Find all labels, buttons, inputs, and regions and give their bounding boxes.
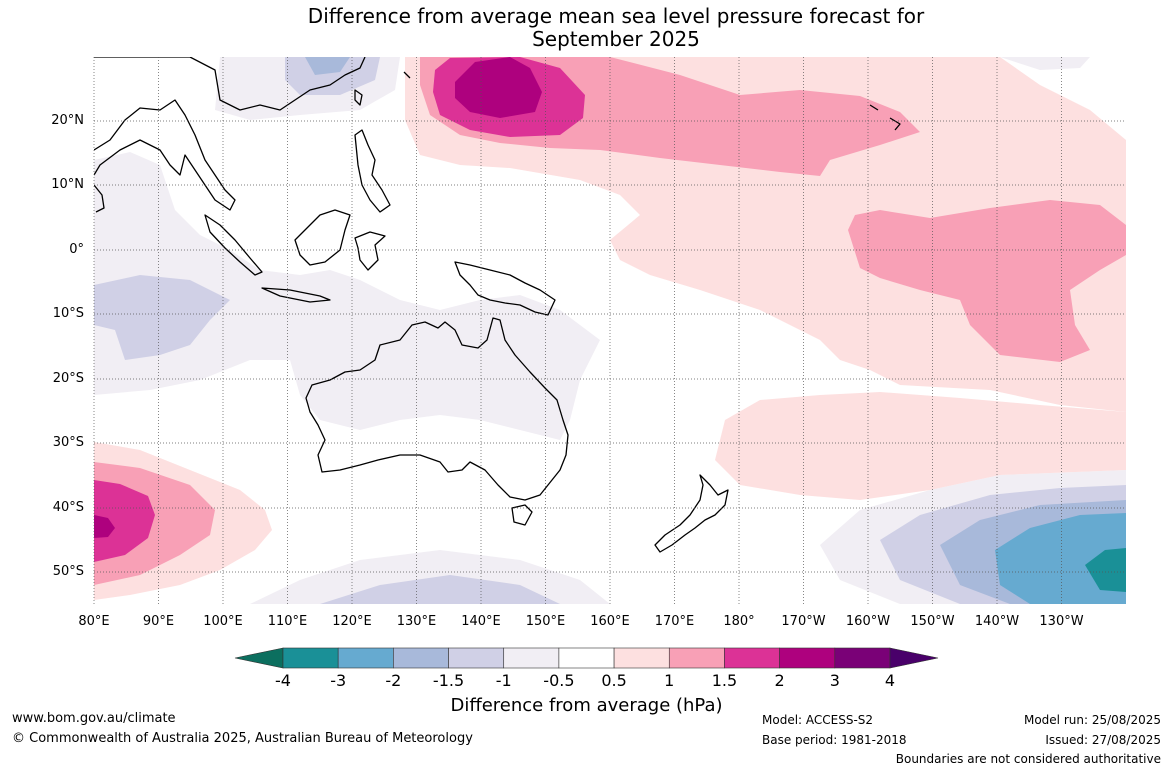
coastline-sumatra <box>204 214 263 276</box>
colorbar-segment <box>282 647 339 669</box>
longitude-label: 150°E <box>525 614 566 629</box>
colorbar-segment <box>779 647 836 669</box>
anomaly-plus2-southwest <box>94 515 115 538</box>
latitude-label: 10°S <box>52 306 84 321</box>
colorbar-tick-label: -1.5 <box>432 671 465 690</box>
anomaly-minus1-south <box>320 575 560 604</box>
footer-model-run: Model run: 25/08/2025 <box>1023 713 1161 727</box>
colorbar-segment <box>393 647 449 669</box>
longitude-label: 170°E <box>654 614 695 629</box>
colorbar-tick-label: -0.5 <box>543 671 575 690</box>
coastline-hawaii <box>869 104 901 131</box>
colorbar-tick-label: -2 <box>385 671 402 690</box>
footer-model: Model: ACCESS-S2 <box>762 713 874 727</box>
anomaly-minus0p5-topright <box>1000 57 1090 70</box>
coastline-japan-taiwan <box>354 71 411 106</box>
longitude-label: 90°E <box>142 614 175 629</box>
footer-url[interactable]: www.bom.gov.au/climate <box>12 711 176 726</box>
coastline-tasmania <box>511 504 533 526</box>
longitude-label: 160°W <box>845 614 891 629</box>
longitude-label: 130°W <box>1039 614 1084 629</box>
colorbar-tick-label: 1.5 <box>711 671 738 690</box>
footer-base-period: Base period: 1981-2018 <box>762 733 907 747</box>
map-title-line1: Difference from average mean sea level p… <box>307 4 925 28</box>
longitude-label: 180° <box>723 614 755 629</box>
longitude-label: 170°W <box>781 614 826 629</box>
longitude-label: 110°E <box>267 614 308 629</box>
colorbar-segment <box>834 647 891 669</box>
colorbar-segment <box>724 647 780 669</box>
longitude-label: 140°E <box>461 614 501 629</box>
longitude-label: 80°E <box>78 614 110 629</box>
coastline-sulawesi <box>354 231 386 271</box>
colorbar-segment <box>503 647 560 669</box>
latitude-label: 20°N <box>51 113 84 128</box>
longitude-label: 120°E <box>332 614 372 629</box>
footer-copyright: © Commonwealth of Australia 2025, Austra… <box>12 731 473 746</box>
coastline-sri-lanka <box>94 184 105 213</box>
anomaly-plus0p5-tasman <box>715 392 1126 500</box>
coastline-new-zealand <box>654 474 729 553</box>
latitude-label: 50°S <box>52 564 84 579</box>
anomaly-minus1p5-north <box>305 57 350 75</box>
colorbar <box>234 647 939 669</box>
colorbar-title: Difference from average (hPa) <box>450 695 723 716</box>
colorbar-tick-label: 3 <box>829 671 840 690</box>
latitude-label: 20°S <box>52 371 84 386</box>
coastline-java <box>261 287 331 303</box>
colorbar-segment <box>668 647 725 669</box>
coastline-borneo <box>294 209 351 266</box>
longitude-label: 160°E <box>590 614 630 629</box>
colorbar-tick-label: -3 <box>330 671 347 690</box>
colorbar-extend-low <box>234 647 284 669</box>
latitude-label: 10°N <box>51 177 84 192</box>
coastline-asia-mainland <box>94 57 366 211</box>
anomaly-minus2-southeast <box>995 513 1126 604</box>
latitude-label: 0° <box>69 242 84 257</box>
colorbar-segment <box>558 647 615 669</box>
coastline-new-guinea <box>454 261 556 316</box>
colorbar-tick-label: 0.5 <box>601 671 627 690</box>
colorbar-segment <box>613 647 670 669</box>
longitude-label: 130°E <box>396 614 437 629</box>
anomaly-minus3-southeast <box>1085 548 1126 592</box>
anomaly-plus2-north <box>455 57 542 118</box>
longitude-label: 150°W <box>910 614 955 629</box>
footer-issued: Issued: 27/08/2025 <box>1045 733 1161 747</box>
colorbar-extend-high <box>889 647 939 669</box>
colorbar-tick-label: 1 <box>664 671 675 690</box>
anomaly-plus1p5-southwest <box>94 480 155 562</box>
anomaly-minus1-indian <box>94 275 230 360</box>
colorbar-tick-label: -4 <box>275 671 291 690</box>
map-gridlines <box>93 57 1126 604</box>
latitude-label: 30°S <box>52 435 84 450</box>
map-title-line2: September 2025 <box>532 27 700 51</box>
colorbar-tick-label: 4 <box>884 671 896 690</box>
colorbar-tick-label: -1 <box>495 671 512 690</box>
anomaly-plus1-east <box>848 200 1126 362</box>
latitude-label: 40°S <box>52 500 84 515</box>
footer-disclaimer: Boundaries are not considered authoritat… <box>895 752 1161 766</box>
coastlines <box>94 57 901 553</box>
colorbar-segment <box>337 647 394 669</box>
colorbar-tick-label: 2 <box>774 671 785 690</box>
coastline-philippines <box>354 129 391 213</box>
anomaly-minus1-north <box>285 57 380 95</box>
colorbar-segment <box>448 647 505 669</box>
coastline-australia <box>305 317 569 501</box>
longitude-label: 140°W <box>974 614 1020 629</box>
anomaly-minus0p5-asia <box>94 152 600 440</box>
longitude-label: 100°E <box>203 614 243 629</box>
